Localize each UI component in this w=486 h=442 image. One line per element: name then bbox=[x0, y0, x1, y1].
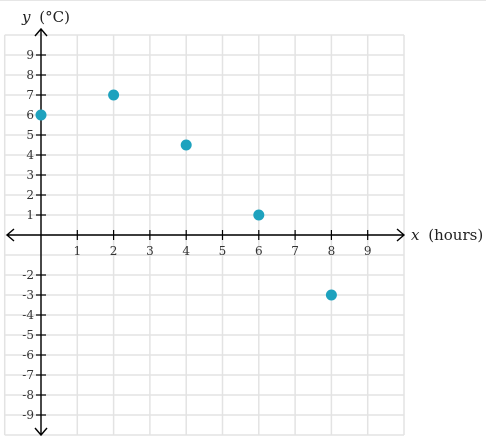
x-axis-label: x (hours) bbox=[411, 226, 483, 244]
x-tick-label: 7 bbox=[291, 244, 299, 258]
y-tick-label: -6 bbox=[22, 348, 34, 362]
x-tick-label: 8 bbox=[328, 244, 336, 258]
x-axis-arrow-right bbox=[396, 228, 406, 242]
y-axis-arrow-down bbox=[34, 427, 48, 437]
data-point bbox=[35, 109, 47, 121]
data-point bbox=[108, 89, 120, 101]
y-axis-arrow-up bbox=[34, 27, 48, 37]
data-point bbox=[180, 139, 192, 151]
data-point bbox=[253, 209, 265, 221]
y-tick-label: 9 bbox=[26, 48, 34, 62]
x-tick-label: 4 bbox=[182, 244, 190, 258]
y-tick-label: -8 bbox=[22, 388, 34, 402]
y-tick-label: -2 bbox=[22, 268, 34, 282]
x-tick-label: 5 bbox=[219, 244, 227, 258]
y-tick-label: 3 bbox=[26, 168, 34, 182]
y-tick-label: -4 bbox=[22, 308, 34, 322]
y-tick-label: 8 bbox=[26, 68, 34, 82]
data-points bbox=[35, 89, 337, 301]
y-tick-label: 7 bbox=[26, 88, 34, 102]
x-axis-arrow-left bbox=[5, 228, 15, 242]
y-tick-label: -7 bbox=[22, 368, 34, 382]
x-tick-label: 6 bbox=[255, 244, 263, 258]
y-tick-label: -5 bbox=[22, 328, 34, 342]
x-axis-unit: (hours) bbox=[428, 226, 483, 244]
y-tick-label: 2 bbox=[26, 188, 34, 202]
axes bbox=[5, 27, 406, 437]
data-point bbox=[325, 289, 337, 301]
y-tick-label: -9 bbox=[22, 408, 34, 422]
y-tick-label: 6 bbox=[26, 108, 34, 122]
x-tick-label: 2 bbox=[110, 244, 118, 258]
y-tick-label: 1 bbox=[26, 208, 34, 222]
x-tick-label: 1 bbox=[73, 244, 81, 258]
x-axis-var: x bbox=[411, 226, 420, 244]
y-axis-label: y (°C) bbox=[21, 8, 70, 26]
y-tick-label: -3 bbox=[22, 288, 34, 302]
y-tick-label: 4 bbox=[26, 148, 34, 162]
x-tick-label: 9 bbox=[364, 244, 372, 258]
y-axis-unit: (°C) bbox=[39, 8, 70, 26]
y-tick-label: 5 bbox=[26, 128, 34, 142]
y-axis-var: y bbox=[21, 8, 31, 26]
x-tick-label: 3 bbox=[146, 244, 154, 258]
tick-labels: 1 2 3 4 5 6 7 8 9 9 8 7 6 5 4 3 2 1 -2 -3 -4 -5 -6 -7 -8 -9 bbox=[22, 48, 371, 422]
